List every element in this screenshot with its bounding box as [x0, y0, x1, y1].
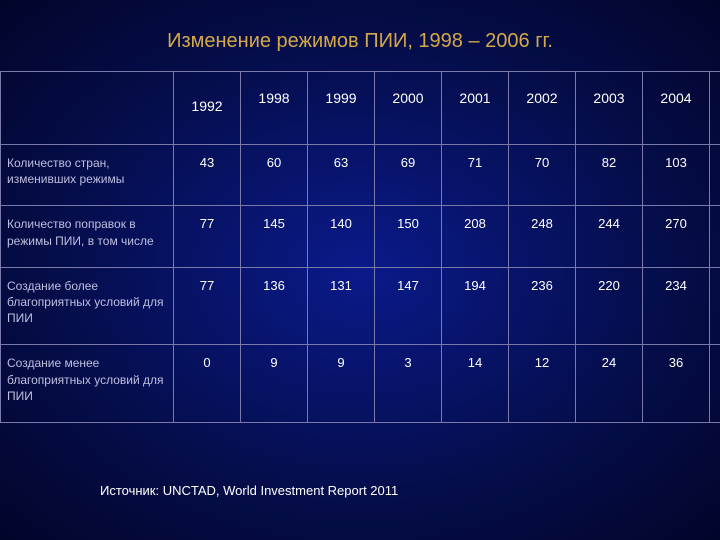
cell: 9 — [308, 345, 375, 423]
cell: 103 — [643, 145, 710, 206]
cell: 244 — [576, 206, 643, 267]
cell: 3 — [375, 345, 442, 423]
row-label: Количество поправок в режимы ПИИ, в том … — [1, 206, 174, 267]
cell: 43 — [174, 145, 241, 206]
cell: 70 — [509, 145, 576, 206]
cell: 236 — [509, 267, 576, 345]
cell: 220 — [576, 267, 643, 345]
cell: 208 — [442, 206, 509, 267]
header-year: 2003 — [576, 72, 643, 145]
table-header-row: 1992 1998 1999 2000 2001 2002 2003 2004 … — [1, 72, 720, 145]
cell: 77 — [174, 267, 241, 345]
cell: 82 — [576, 145, 643, 206]
header-year: 2000 — [375, 72, 442, 145]
cell: 60 — [241, 145, 308, 206]
row-label: Создание менее благоприятных условий для… — [1, 345, 174, 423]
cell: 41 — [710, 345, 720, 423]
cell: 147 — [375, 267, 442, 345]
cell: 145 — [241, 206, 308, 267]
header-year: 1999 — [308, 72, 375, 145]
table-row: Количество поправок в режимы ПИИ, в том … — [1, 206, 720, 267]
cell: 140 — [308, 206, 375, 267]
cell: 131 — [308, 267, 375, 345]
slide-title: Изменение режимов ПИИ, 1998 – 2006 гг. — [0, 0, 720, 71]
header-year: 2004 — [643, 72, 710, 145]
cell: 24 — [576, 345, 643, 423]
header-year: 2005 — [710, 72, 720, 145]
cell: 234 — [643, 267, 710, 345]
cell: 248 — [509, 206, 576, 267]
row-label: Создание более благоприятных условий для… — [1, 267, 174, 345]
cell: 77 — [174, 206, 241, 267]
source-citation: Источник: UNCTAD, World Investment Repor… — [100, 483, 398, 498]
table-row: Создание менее благоприятных условий для… — [1, 345, 720, 423]
header-year: 1992 — [174, 72, 241, 145]
cell: 12 — [509, 345, 576, 423]
cell: 194 — [442, 267, 509, 345]
cell: 164 — [710, 267, 720, 345]
cell: 36 — [643, 345, 710, 423]
table-row: Количество стран, изменивших режимы 43 6… — [1, 145, 720, 206]
cell: 71 — [442, 145, 509, 206]
header-corner-empty — [1, 72, 174, 145]
header-year: 1998 — [241, 72, 308, 145]
table-row: Создание более благоприятных условий для… — [1, 267, 720, 345]
cell: 63 — [308, 145, 375, 206]
cell: 270 — [643, 206, 710, 267]
cell: 0 — [174, 345, 241, 423]
header-year: 2002 — [509, 72, 576, 145]
slide: Изменение режимов ПИИ, 1998 – 2006 гг. 1… — [0, 0, 720, 540]
header-year: 2001 — [442, 72, 509, 145]
cell: 93 — [710, 145, 720, 206]
cell: 150 — [375, 206, 442, 267]
row-label: Количество стран, изменивших режимы — [1, 145, 174, 206]
cell: 14 — [442, 345, 509, 423]
fdi-regimes-table: 1992 1998 1999 2000 2001 2002 2003 2004 … — [0, 71, 720, 423]
cell: 136 — [241, 267, 308, 345]
cell: 205 — [710, 206, 720, 267]
cell: 9 — [241, 345, 308, 423]
cell: 69 — [375, 145, 442, 206]
